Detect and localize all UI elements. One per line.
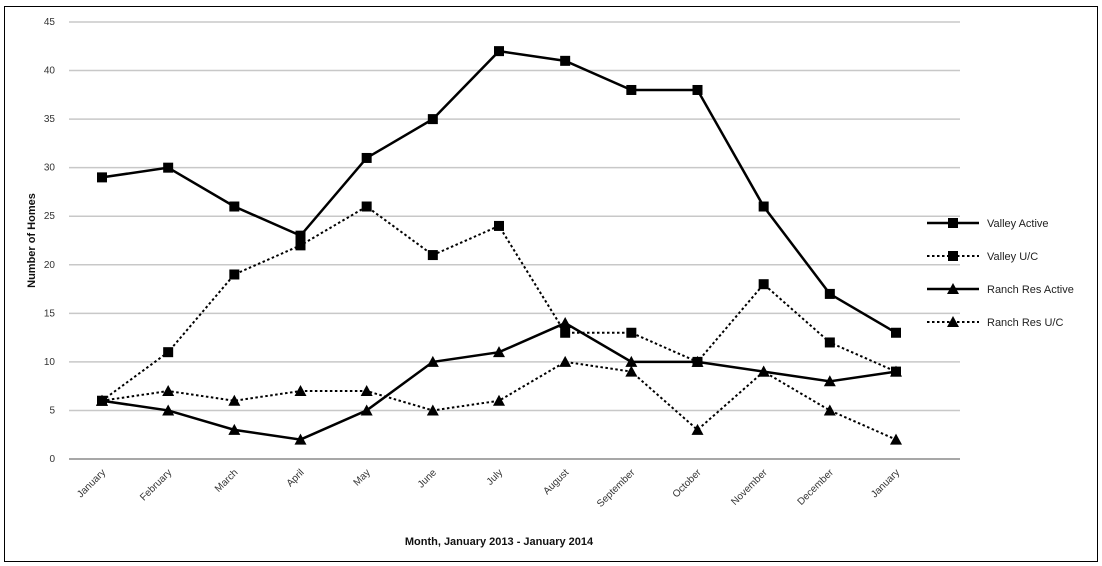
legend-item: Valley U/C xyxy=(927,251,1038,263)
x-tick-label: May xyxy=(352,467,373,488)
data-point xyxy=(824,337,835,348)
data-point xyxy=(294,433,307,445)
data-point xyxy=(494,46,504,57)
data-point xyxy=(891,327,901,338)
y-tick-label: 0 xyxy=(49,454,55,465)
data-point xyxy=(626,84,637,95)
data-point xyxy=(493,394,505,406)
x-tick-label: August xyxy=(541,467,571,497)
y-tick-label: 30 xyxy=(44,163,56,174)
legend-label: Ranch Res U/C xyxy=(987,317,1063,329)
data-point xyxy=(360,385,373,397)
series-valley-active xyxy=(97,46,901,338)
data-point xyxy=(360,404,373,416)
data-point xyxy=(163,162,174,173)
x-axis-tick-labels: January February March April May June July Augu… xyxy=(75,467,902,510)
y-tick-label: 45 xyxy=(44,17,56,28)
y-tick-label: 10 xyxy=(44,357,56,368)
x-axis-title: Month, January 2013 - January 2014 xyxy=(405,536,594,548)
legend-label: Ranch Res Active xyxy=(987,284,1074,296)
y-tick-label: 5 xyxy=(49,405,55,416)
data-point xyxy=(229,201,240,212)
y-tick-label: 15 xyxy=(44,308,56,319)
x-tick-label: January xyxy=(869,467,902,500)
x-tick-label: April xyxy=(285,467,307,489)
x-tick-label: October xyxy=(671,467,704,500)
data-point xyxy=(228,423,241,435)
series-line xyxy=(101,205,897,402)
x-tick-label: September xyxy=(595,467,638,510)
data-point xyxy=(823,375,836,387)
y-tick-label: 35 xyxy=(44,114,56,125)
legend: Valley Active Valley U/C Ranch Res Active R… xyxy=(927,218,1074,329)
data-point xyxy=(494,220,504,231)
series-lines xyxy=(96,46,902,445)
x-tick-label: November xyxy=(729,467,770,508)
legend-item: Ranch Res Active xyxy=(927,283,1074,296)
data-point xyxy=(559,317,572,329)
data-point xyxy=(228,394,241,406)
legend-marker xyxy=(947,283,959,294)
legend-marker xyxy=(947,316,959,327)
x-tick-label: March xyxy=(213,467,240,494)
data-point xyxy=(295,240,306,251)
series-line xyxy=(101,49,897,334)
data-point xyxy=(361,201,372,212)
data-point xyxy=(560,55,571,66)
data-point xyxy=(625,365,638,377)
data-point xyxy=(758,279,769,290)
legend-item: Valley Active xyxy=(927,218,1049,230)
data-point xyxy=(823,404,836,416)
data-point xyxy=(691,355,704,367)
data-point xyxy=(361,152,372,163)
y-axis-title: Number of Homes xyxy=(26,193,38,288)
x-tick-label: January xyxy=(75,467,108,500)
gridlines xyxy=(69,21,960,412)
data-point xyxy=(757,365,770,377)
data-point xyxy=(427,250,438,261)
data-point xyxy=(162,404,175,416)
data-point xyxy=(626,327,637,338)
y-tick-label: 20 xyxy=(44,260,56,271)
data-point xyxy=(96,394,108,406)
data-point xyxy=(229,269,240,280)
data-point xyxy=(427,114,438,125)
data-point xyxy=(295,230,306,241)
data-point xyxy=(97,172,107,183)
data-point xyxy=(294,385,307,397)
legend-label: Valley Active xyxy=(987,218,1049,230)
x-tick-label: December xyxy=(796,467,837,508)
data-point xyxy=(625,355,638,367)
data-point xyxy=(560,327,571,338)
data-point xyxy=(691,423,704,435)
data-point xyxy=(890,365,902,377)
data-point xyxy=(890,433,902,445)
data-point xyxy=(163,347,174,358)
data-point xyxy=(758,201,769,212)
x-tick-label: July xyxy=(485,467,505,487)
y-axis-tick-labels: 0 5 10 15 20 25 30 35 40 45 xyxy=(44,17,56,465)
data-point xyxy=(692,84,703,95)
data-point xyxy=(426,355,439,367)
x-tick-label: June xyxy=(416,467,439,490)
legend-marker xyxy=(948,218,958,228)
data-point xyxy=(493,346,505,358)
line-chart: 0 5 10 15 20 25 30 35 40 45 January February March A… xyxy=(26,17,1074,548)
series-line xyxy=(101,321,897,441)
x-tick-label: February xyxy=(138,467,174,503)
series-ranch-res-u-c xyxy=(96,355,902,445)
data-point xyxy=(162,385,175,397)
data-point xyxy=(559,355,572,367)
legend-label: Valley U/C xyxy=(987,251,1038,263)
y-tick-label: 40 xyxy=(44,66,56,77)
legend-marker xyxy=(948,251,958,261)
legend-item: Ranch Res U/C xyxy=(927,316,1063,329)
data-point xyxy=(824,288,835,299)
data-point xyxy=(426,404,439,416)
y-tick-label: 25 xyxy=(44,211,56,222)
chart-frame: 0 5 10 15 20 25 30 35 40 45 January February March A… xyxy=(4,6,1098,562)
